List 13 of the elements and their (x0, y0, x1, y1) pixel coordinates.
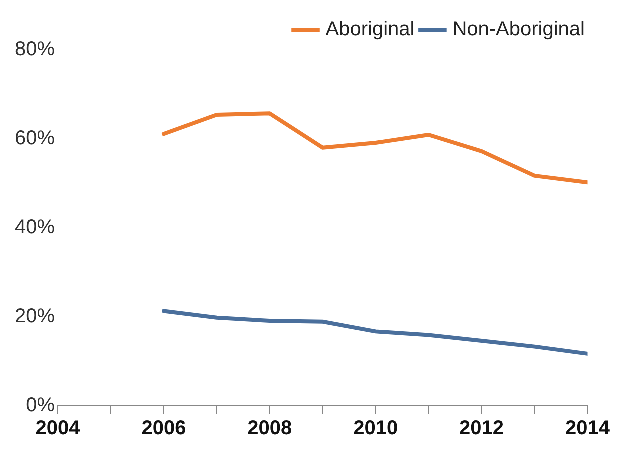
x-tick-label: 2006 (142, 418, 186, 440)
x-tick-label: 2004 (36, 418, 82, 440)
x-tick-label: 2010 (354, 418, 398, 440)
y-tick-label: 60% (15, 128, 56, 150)
x-tick-label: 2014 (566, 418, 611, 440)
x-tick-label: 2008 (248, 418, 292, 440)
y-tick-label: 20% (15, 306, 56, 328)
x-tick-label: 2012 (460, 418, 504, 440)
y-tick-label: 0% (26, 394, 56, 417)
y-tick-label: 40% (15, 216, 56, 239)
y-tick-label: 80% (15, 38, 56, 61)
legend-label: Non-Aboriginal (452, 18, 585, 41)
legend-label: Aboriginal (326, 18, 415, 41)
